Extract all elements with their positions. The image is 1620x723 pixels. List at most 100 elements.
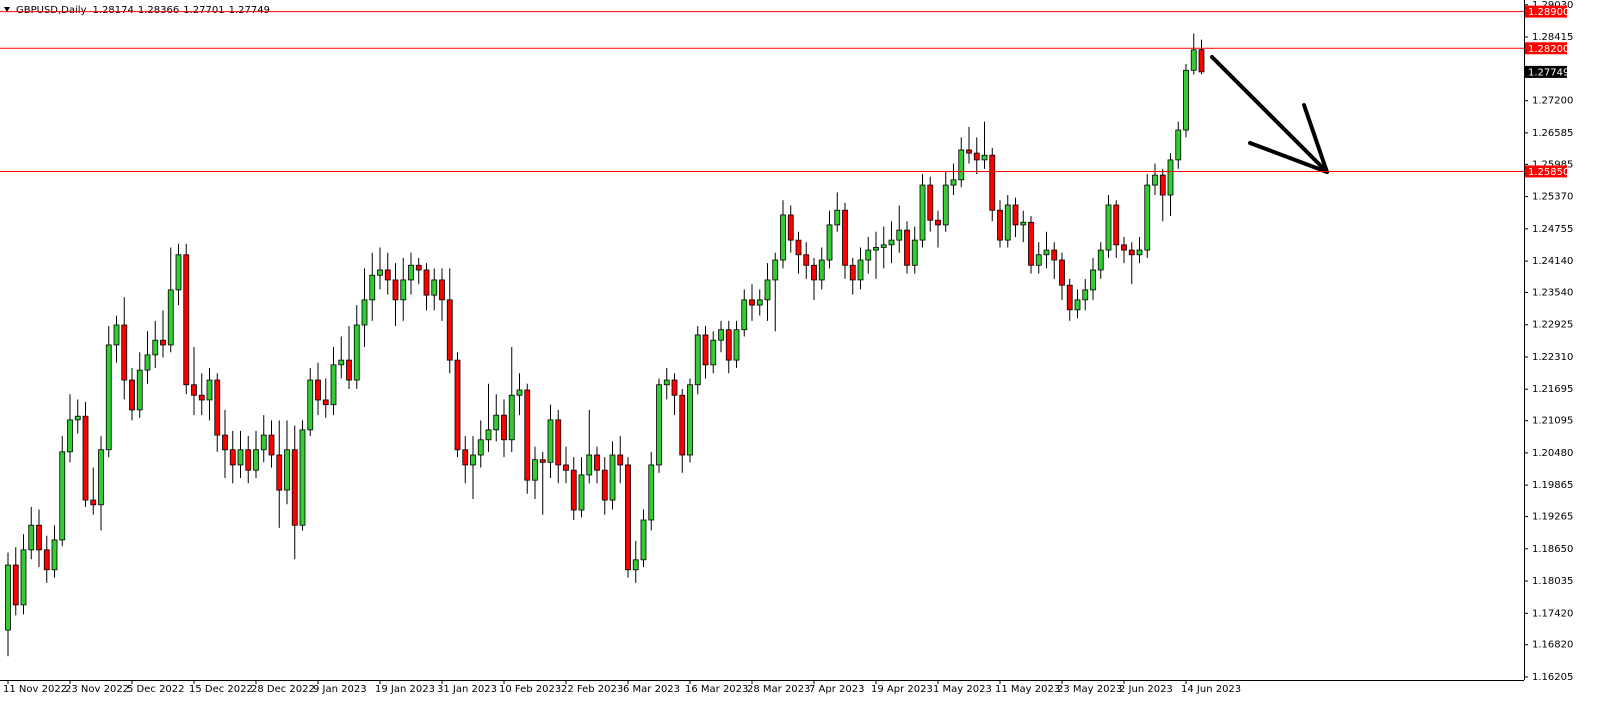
- candle-body: [919, 184, 926, 241]
- candle-body: [950, 179, 957, 186]
- candle-body: [555, 419, 562, 466]
- candle-body: [346, 359, 352, 381]
- candle-body: [896, 229, 903, 241]
- candle-body: [299, 429, 306, 526]
- candle-body: [20, 549, 27, 606]
- candle-body: [1183, 69, 1189, 131]
- candle-body: [803, 254, 810, 266]
- candle-body: [105, 344, 112, 451]
- y-tick-label: 1.22925: [1532, 320, 1573, 331]
- level-label: 1.28200: [1528, 44, 1569, 55]
- candle-body: [849, 264, 856, 281]
- candle-body: [28, 524, 35, 551]
- candle-body: [1113, 204, 1120, 246]
- candle-body: [446, 299, 453, 361]
- x-tick-label: 1 May 2023: [933, 684, 992, 695]
- candle-body: [454, 359, 461, 451]
- candle-body: [563, 464, 569, 471]
- candle-body: [43, 549, 50, 571]
- candle-body: [377, 269, 383, 276]
- y-tick-label: 1.27200: [1532, 96, 1573, 107]
- candle-body: [1066, 284, 1073, 311]
- header-open: 1.28174: [93, 5, 134, 16]
- x-tick-label: 28 Mar 2023: [747, 684, 810, 695]
- candle-body: [1128, 249, 1135, 256]
- candle-body: [415, 264, 422, 271]
- candle-body: [826, 224, 833, 261]
- candle-body: [1074, 299, 1081, 311]
- candle-body: [1190, 49, 1197, 71]
- candle-body: [834, 209, 841, 226]
- candle-body: [353, 324, 360, 381]
- x-tick-label: 16 Mar 2023: [685, 684, 748, 695]
- candle-body: [198, 394, 205, 401]
- candle-body: [206, 379, 213, 401]
- candle-body: [865, 249, 872, 261]
- candle-body: [113, 324, 120, 346]
- y-tick-label: 1.20480: [1532, 448, 1573, 459]
- candle-body: [1144, 184, 1151, 251]
- candle-body: [1105, 204, 1112, 251]
- candle-body: [935, 219, 941, 226]
- candle-body: [439, 279, 445, 301]
- candle-body: [1152, 174, 1158, 186]
- candle-body: [1082, 289, 1089, 301]
- candle-body: [609, 454, 616, 501]
- candle-body: [152, 339, 159, 356]
- candle-body: [663, 379, 670, 386]
- y-tick-label: 1.18035: [1532, 576, 1573, 587]
- candle-body: [1198, 49, 1205, 73]
- candle-body: [911, 239, 918, 266]
- candle-body: [260, 434, 267, 451]
- x-tick-label: 14 Jun 2023: [1181, 684, 1241, 695]
- candle-body: [1175, 129, 1182, 161]
- candle-body: [423, 269, 430, 296]
- candle-body: [942, 184, 949, 226]
- candle-body: [656, 384, 662, 466]
- candle-body: [183, 254, 190, 386]
- candle-body: [470, 454, 476, 466]
- candle-body: [702, 334, 709, 366]
- candle-body: [1035, 254, 1042, 266]
- y-tick-label: 1.23540: [1532, 288, 1573, 299]
- candle-body: [741, 299, 748, 331]
- y-tick-label: 1.26585: [1532, 128, 1573, 139]
- candle-body: [1136, 249, 1143, 256]
- candle-body: [524, 389, 531, 481]
- y-tick-label: 1.19865: [1532, 480, 1573, 491]
- candle-body: [532, 459, 538, 481]
- candle-body: [1004, 204, 1011, 241]
- header-high: 1.28366: [138, 5, 179, 16]
- candle-body: [1051, 249, 1058, 261]
- candle-body: [981, 154, 988, 161]
- symbol: GBPUSD,Daily: [16, 5, 87, 16]
- candle-body: [253, 449, 259, 471]
- candle-body: [880, 244, 887, 248]
- candle-body: [966, 149, 972, 154]
- candle-body: [330, 364, 337, 406]
- y-tick-label: 1.28415: [1532, 32, 1573, 43]
- y-tick-label: 1.21695: [1532, 384, 1573, 395]
- candle-body: [1020, 221, 1027, 226]
- candle-body: [1167, 159, 1174, 196]
- candle-body: [121, 324, 128, 381]
- candle-body: [648, 464, 655, 521]
- candle-body: [749, 299, 755, 306]
- level-label: 1.28900: [1528, 7, 1569, 18]
- candle-body: [888, 239, 895, 246]
- y-tick-label: 1.17420: [1532, 608, 1573, 619]
- candle-body: [632, 559, 639, 571]
- y-tick-label: 1.22310: [1532, 352, 1573, 363]
- candle-body: [129, 379, 135, 411]
- menu-icon[interactable]: [4, 7, 10, 12]
- x-tick-label: 28 Dec 2022: [251, 684, 315, 695]
- candle-body: [67, 419, 73, 453]
- level-label: 1.25850: [1528, 167, 1569, 178]
- candle-body: [284, 449, 290, 491]
- candle-body: [787, 214, 794, 241]
- candle-body: [973, 152, 980, 161]
- candle-body: [857, 259, 864, 281]
- candle-body: [291, 449, 298, 526]
- candle-body: [384, 269, 391, 281]
